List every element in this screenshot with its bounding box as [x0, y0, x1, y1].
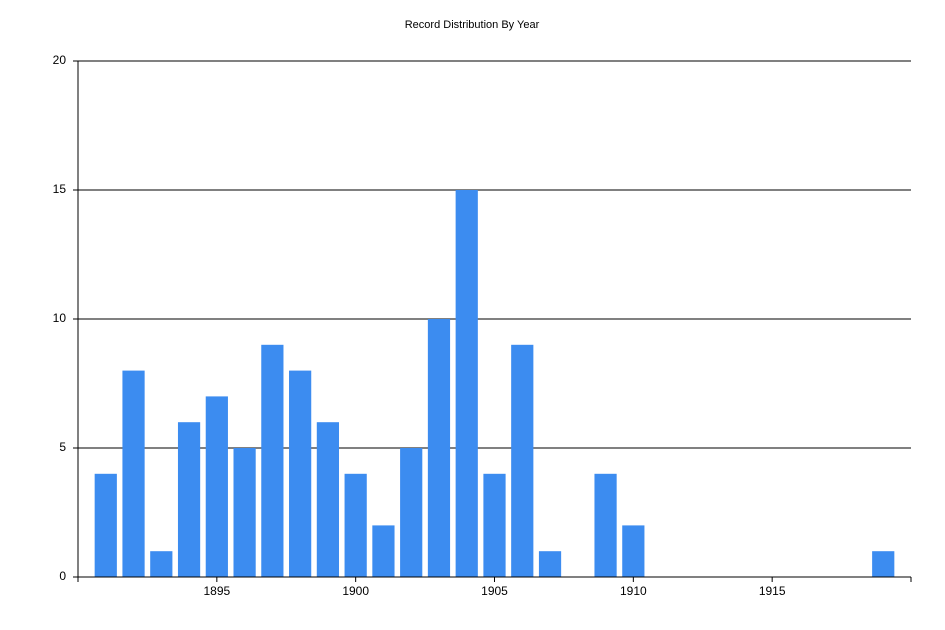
bar: [289, 370, 312, 577]
bar: [150, 551, 173, 577]
bar: [622, 525, 645, 577]
chart-title: Record Distribution By Year: [405, 19, 540, 31]
x-tick-label: 1895: [203, 584, 230, 598]
bar: [594, 473, 617, 577]
bar: [400, 448, 423, 577]
bar: [455, 190, 478, 577]
y-tick-label: 15: [53, 182, 67, 196]
bar: [872, 551, 895, 577]
y-tick-label: 20: [53, 53, 67, 67]
bar: [205, 396, 228, 577]
x-tick-label: 1900: [342, 584, 369, 598]
bar: [316, 422, 340, 577]
bar: [511, 344, 534, 577]
y-tick-label: 0: [59, 569, 66, 583]
x-tick-label: 1905: [481, 584, 508, 598]
bar: [538, 551, 562, 577]
x-tick-label: 1915: [759, 584, 786, 598]
y-tick-label: 5: [59, 440, 66, 454]
bar: [94, 473, 117, 577]
bar: [177, 422, 201, 577]
x-tick-label: 1910: [620, 584, 647, 598]
bar: [427, 319, 451, 577]
bar: [344, 473, 367, 577]
bar: [233, 448, 256, 577]
bar: [483, 473, 506, 577]
bar: [372, 525, 395, 577]
y-tick-label: 10: [53, 311, 67, 325]
bar: [261, 344, 284, 577]
bar: [122, 370, 145, 577]
